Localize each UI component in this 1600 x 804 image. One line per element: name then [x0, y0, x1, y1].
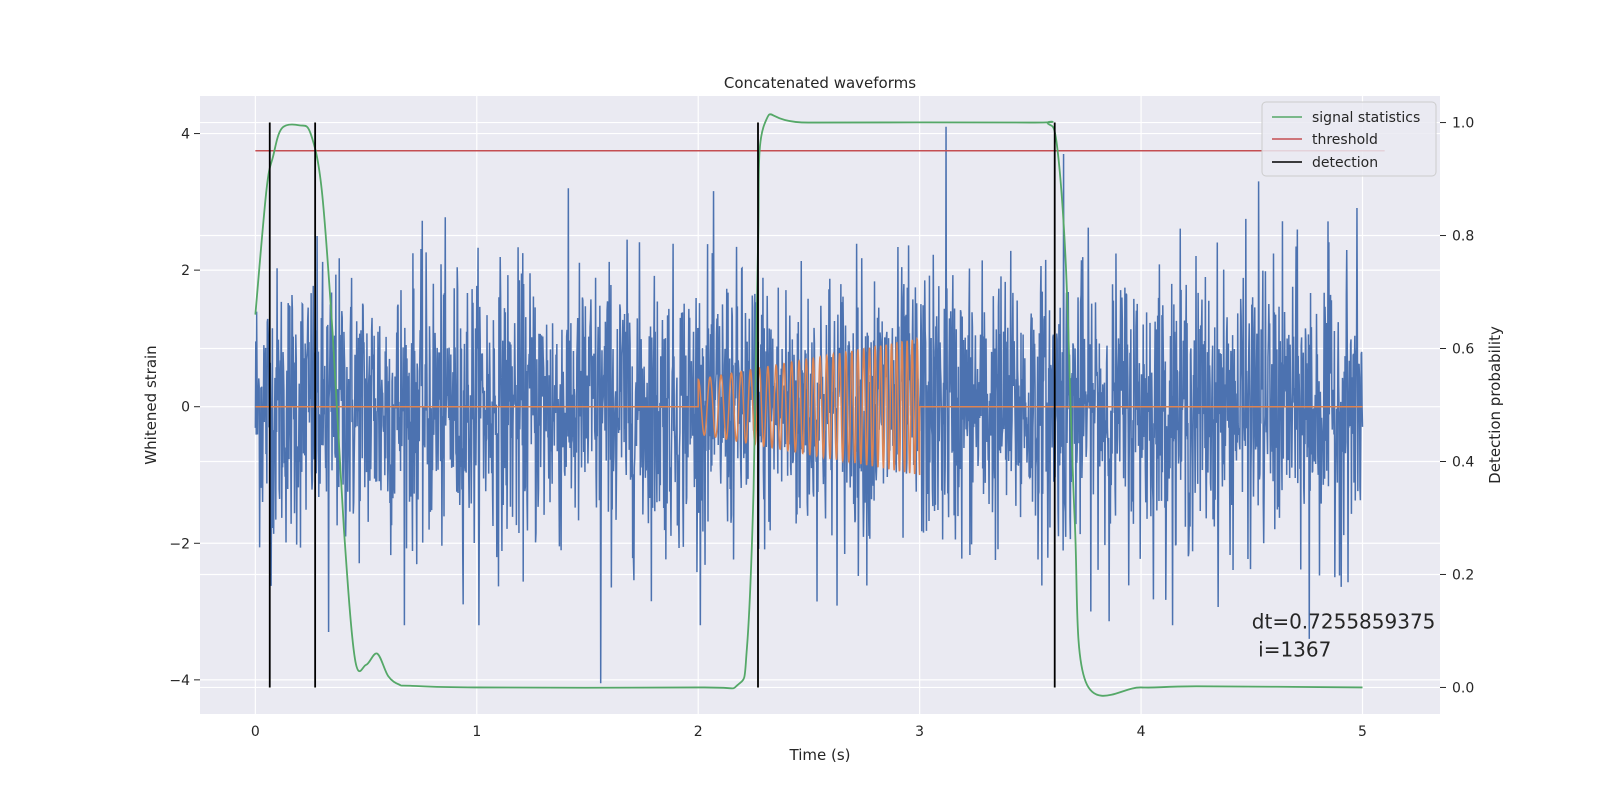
series-group [254, 113, 1385, 697]
x-tick-label: 5 [1358, 724, 1367, 740]
x-tick-label: 0 [251, 724, 260, 740]
legend-box [1261, 101, 1437, 177]
y-tick-label: 0 [181, 400, 190, 416]
legend: signal statistics threshold detection [1261, 101, 1437, 177]
signal-statistics-line [254, 113, 1363, 697]
legend-label-detection: detection [1312, 155, 1378, 171]
annotation-index: i=1367 [1252, 638, 1332, 662]
y-axis-label: Whitened strain [142, 345, 160, 464]
chart-title: Concatenated waveforms [724, 74, 916, 92]
y2-tick-label: 0.2 [1452, 567, 1474, 583]
y2-axis-label: Detection probability [1486, 326, 1504, 484]
y-tick-label: 2 [181, 263, 190, 279]
x-tick-label: 1 [472, 724, 481, 740]
y-tick-label: −2 [169, 536, 190, 552]
y-tick-label: 4 [181, 127, 190, 143]
y2-tick-label: 0.4 [1452, 454, 1474, 470]
y2-tick-label: 0.8 [1452, 229, 1474, 245]
x-axis-label: Time (s) [789, 746, 851, 764]
x-tick-label: 4 [1137, 724, 1146, 740]
x-tick-label: 3 [915, 724, 924, 740]
y2-tick-label: 0.6 [1452, 342, 1474, 358]
y2-tick-label: 0.0 [1452, 680, 1474, 696]
y2-tick-label: 1.0 [1452, 116, 1474, 132]
annotation-dt: dt=0.7255859375 [1252, 610, 1436, 634]
legend-label-signal-statistics: signal statistics [1312, 110, 1420, 126]
x-tick-label: 2 [694, 724, 703, 740]
y-tick-label: −4 [169, 673, 190, 689]
injected-signal-line [255, 336, 1363, 476]
legend-label-threshold: threshold [1312, 132, 1378, 148]
tick-labels: 0 1 2 3 4 5 4 2 0 −2 −4 1.0 0.8 0.6 0.4 0.2 0.0 [169, 116, 1474, 740]
